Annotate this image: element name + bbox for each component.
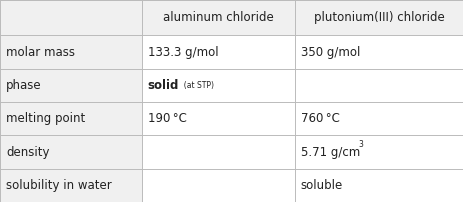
Text: phase: phase [6,79,42,92]
Text: solubility in water: solubility in water [6,179,112,192]
Text: aluminum chloride: aluminum chloride [163,11,273,24]
Text: 5.71 g/cm: 5.71 g/cm [300,145,359,159]
Text: density: density [6,145,50,159]
Text: 350 g/mol: 350 g/mol [300,45,359,59]
Text: soluble: soluble [300,179,342,192]
Text: 3: 3 [358,140,363,149]
Bar [0,35,141,69]
Text: solid: solid [147,79,179,92]
Bar [0,169,141,202]
Text: melting point: melting point [6,112,85,125]
Text: 760 °C: 760 °C [300,112,339,125]
Bar [0,135,141,169]
Bar [0,0,463,35]
Text: plutonium(III) chloride: plutonium(III) chloride [313,11,444,24]
Text: molar mass: molar mass [6,45,75,59]
Text: 190 °C: 190 °C [147,112,186,125]
Text: 133.3 g/mol: 133.3 g/mol [147,45,218,59]
Bar [0,102,141,135]
Bar [0,69,141,102]
Text: (at STP): (at STP) [179,81,213,90]
